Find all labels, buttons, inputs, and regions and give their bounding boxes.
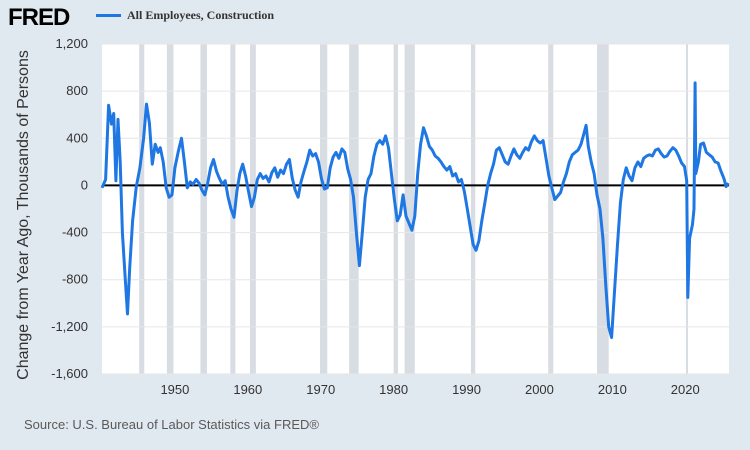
x-tick-label: 2020 <box>671 382 700 397</box>
recession-band <box>319 44 328 374</box>
y-tick-label: 800 <box>66 83 88 98</box>
x-tick-label: 1950 <box>160 382 189 397</box>
x-tick-label: 1980 <box>379 382 408 397</box>
recession-band <box>230 44 236 374</box>
y-axis-label: Change from Year Ago, Thousands of Perso… <box>15 50 32 380</box>
y-tick-label: 1,200 <box>55 36 88 51</box>
source-note: Source: U.S. Bureau of Labor Statistics … <box>24 417 319 432</box>
recession-band <box>166 44 174 374</box>
y-axis-ticks: 1,200 800 400 0 -400 -800 -1,200 -1,600 <box>51 36 88 381</box>
y-tick-label: -1,600 <box>51 366 88 381</box>
x-tick-label: 2000 <box>525 382 554 397</box>
recession-band <box>470 44 476 374</box>
x-tick-label: 1990 <box>452 382 481 397</box>
x-tick-label: 1970 <box>306 382 335 397</box>
recession-band <box>548 44 554 374</box>
x-axis-ticks: 1950 1960 1970 1980 1990 2000 2010 2020 <box>160 382 699 397</box>
recession-band <box>597 44 609 374</box>
legend-swatch <box>96 14 121 17</box>
recession-band <box>139 44 145 374</box>
y-tick-label: -1,200 <box>51 319 88 334</box>
legend: All Employees, Construction <box>96 8 274 23</box>
x-tick-label: 2010 <box>598 382 627 397</box>
y-tick-label: 0 <box>81 177 88 192</box>
recession-band <box>404 44 415 374</box>
y-tick-label: 400 <box>66 130 88 145</box>
x-tick-label: 1960 <box>233 382 262 397</box>
legend-label: All Employees, Construction <box>127 8 274 22</box>
series-line <box>100 81 730 339</box>
gridlines <box>102 43 729 375</box>
recession-band <box>250 44 256 374</box>
fred-logo: FRED <box>8 4 70 31</box>
y-tick-label: -400 <box>62 225 88 240</box>
y-tick-label: -800 <box>62 272 88 287</box>
recession-band <box>200 44 207 374</box>
